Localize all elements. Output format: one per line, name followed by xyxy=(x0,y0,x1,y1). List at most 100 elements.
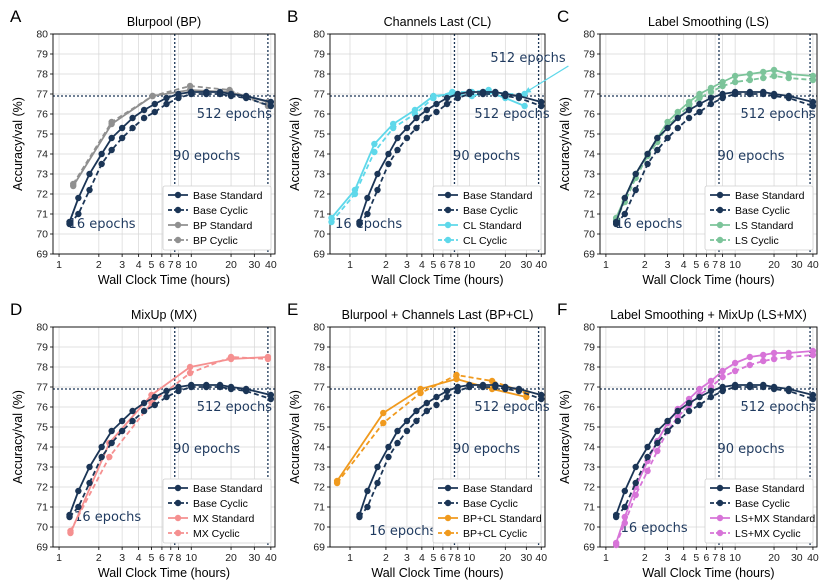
data-point xyxy=(86,170,93,178)
data-point xyxy=(770,92,778,100)
data-point xyxy=(129,114,136,122)
data-point xyxy=(731,90,739,98)
data-point xyxy=(538,102,545,110)
y-tick-label: 77 xyxy=(36,382,48,394)
data-point xyxy=(433,108,440,116)
y-tick-label: 72 xyxy=(36,482,48,494)
legend-label: LS+MX Standard xyxy=(735,513,815,525)
data-point xyxy=(118,134,126,142)
data-point xyxy=(664,124,671,132)
data-point xyxy=(809,102,817,110)
data-point xyxy=(443,100,451,108)
data-point xyxy=(374,170,381,178)
data-point xyxy=(644,453,651,461)
x-tick-label: 8 xyxy=(176,259,182,271)
data-point xyxy=(227,385,235,393)
data-point xyxy=(632,186,639,194)
legend-marker xyxy=(174,514,182,522)
data-point xyxy=(371,148,378,156)
data-point xyxy=(86,463,93,471)
x-tick-label: 7 xyxy=(168,552,174,564)
annotation-arrow xyxy=(524,65,569,94)
data-point xyxy=(66,513,73,521)
data-point xyxy=(351,190,359,198)
y-tick-label: 78 xyxy=(583,69,595,81)
y-tick-label: 78 xyxy=(36,69,48,81)
x-tick-label: 20 xyxy=(225,552,237,564)
x-tick-label: 30 xyxy=(248,552,260,564)
x-tick-label: 10 xyxy=(729,259,741,271)
x-tick-label: 2 xyxy=(383,552,389,564)
y-tick-label: 72 xyxy=(36,189,48,201)
data-point xyxy=(502,92,509,100)
x-tick-label: 40 xyxy=(535,552,547,564)
series-line xyxy=(68,386,272,518)
y-tick-label: 71 xyxy=(36,502,48,514)
data-point xyxy=(140,399,148,407)
data-point xyxy=(707,387,715,395)
legend-label: BP Cyclic xyxy=(193,235,238,247)
y-tick-label: 75 xyxy=(313,422,325,434)
data-point xyxy=(707,94,715,102)
data-point xyxy=(75,487,82,495)
data-point xyxy=(423,106,431,114)
y-axis-label: Accuracy/val (%) xyxy=(558,97,572,191)
data-point xyxy=(674,417,682,425)
x-tick-label: 3 xyxy=(404,552,410,564)
data-point xyxy=(140,407,148,415)
data-point xyxy=(151,100,159,108)
data-point xyxy=(760,74,767,82)
data-point xyxy=(98,443,105,451)
panel-letter: B xyxy=(287,7,298,26)
data-point xyxy=(612,541,620,549)
data-point xyxy=(356,220,363,228)
data-point xyxy=(380,419,387,427)
y-tick-label: 79 xyxy=(583,49,595,61)
data-point xyxy=(632,491,639,499)
data-point xyxy=(364,210,371,218)
x-tick-label: 5 xyxy=(149,259,155,271)
x-tick-label: 40 xyxy=(265,259,277,271)
data-point xyxy=(140,106,148,114)
y-tick-label: 71 xyxy=(313,209,325,221)
x-tick-label: 4 xyxy=(136,259,142,271)
x-tick-label: 7 xyxy=(712,259,718,271)
data-point xyxy=(403,124,411,132)
data-point xyxy=(696,100,703,108)
x-tick-label: 1 xyxy=(347,259,353,271)
x-tick-label: 8 xyxy=(455,552,461,564)
y-tick-label: 80 xyxy=(583,29,595,41)
y-tick-label: 70 xyxy=(36,522,48,534)
x-tick-label: 40 xyxy=(265,552,277,564)
panel-letter: E xyxy=(287,300,298,319)
data-point xyxy=(216,383,224,391)
legend-label: Base Standard xyxy=(463,483,533,495)
y-tick-label: 75 xyxy=(313,129,325,141)
data-point xyxy=(538,395,545,403)
data-point xyxy=(380,409,387,417)
y-tick-label: 80 xyxy=(313,29,325,41)
y-tick-label: 73 xyxy=(313,462,325,474)
data-point xyxy=(632,463,639,471)
data-point xyxy=(443,393,451,401)
x-tick-label: 10 xyxy=(185,259,197,271)
data-point xyxy=(423,407,431,415)
x-tick-label: 3 xyxy=(119,552,125,564)
data-point xyxy=(731,383,739,391)
data-point xyxy=(719,367,726,375)
x-tick-label: 1 xyxy=(347,552,353,564)
x-tick-label: 5 xyxy=(431,552,437,564)
data-point xyxy=(760,90,767,98)
x-tick-label: 30 xyxy=(520,552,532,564)
y-tick-label: 70 xyxy=(313,229,325,241)
data-point xyxy=(75,194,82,202)
y-tick-label: 76 xyxy=(36,109,48,121)
x-tick-label: 20 xyxy=(768,259,780,271)
legend-label: MX Cyclic xyxy=(193,528,240,540)
y-axis-label: Accuracy/val (%) xyxy=(558,390,572,484)
y-tick-label: 72 xyxy=(313,482,325,494)
y-tick-label: 70 xyxy=(36,229,48,241)
y-tick-label: 79 xyxy=(36,342,48,354)
